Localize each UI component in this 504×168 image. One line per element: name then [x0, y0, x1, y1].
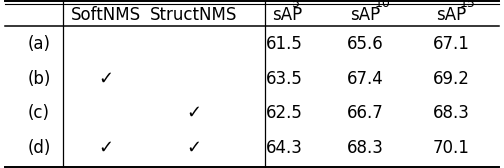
Text: sAP: sAP [350, 6, 381, 24]
Text: sAP: sAP [436, 6, 466, 24]
Text: 10: 10 [374, 0, 390, 10]
Text: 67.1: 67.1 [432, 35, 470, 53]
Text: ✓: ✓ [98, 70, 113, 88]
Text: 68.3: 68.3 [347, 139, 384, 157]
Text: 67.4: 67.4 [347, 70, 384, 88]
Text: ✓: ✓ [98, 139, 113, 157]
Text: 62.5: 62.5 [266, 103, 303, 122]
Text: 63.5: 63.5 [266, 70, 303, 88]
Text: 65.6: 65.6 [347, 35, 384, 53]
Text: StructNMS: StructNMS [150, 6, 238, 24]
Text: 64.3: 64.3 [266, 139, 303, 157]
Text: (a): (a) [28, 35, 51, 53]
Text: 68.3: 68.3 [432, 103, 470, 122]
Text: 70.1: 70.1 [432, 139, 470, 157]
Text: 61.5: 61.5 [266, 35, 303, 53]
Text: SoftNMS: SoftNMS [71, 6, 141, 24]
Text: 66.7: 66.7 [347, 103, 384, 122]
Text: 5: 5 [292, 0, 300, 10]
Text: (d): (d) [28, 139, 51, 157]
Text: sAP: sAP [272, 6, 302, 24]
Text: (c): (c) [28, 103, 50, 122]
Text: 69.2: 69.2 [432, 70, 470, 88]
Text: 15: 15 [460, 0, 476, 10]
Text: (b): (b) [28, 70, 51, 88]
Text: ✓: ✓ [186, 139, 202, 157]
Text: ✓: ✓ [186, 103, 202, 122]
